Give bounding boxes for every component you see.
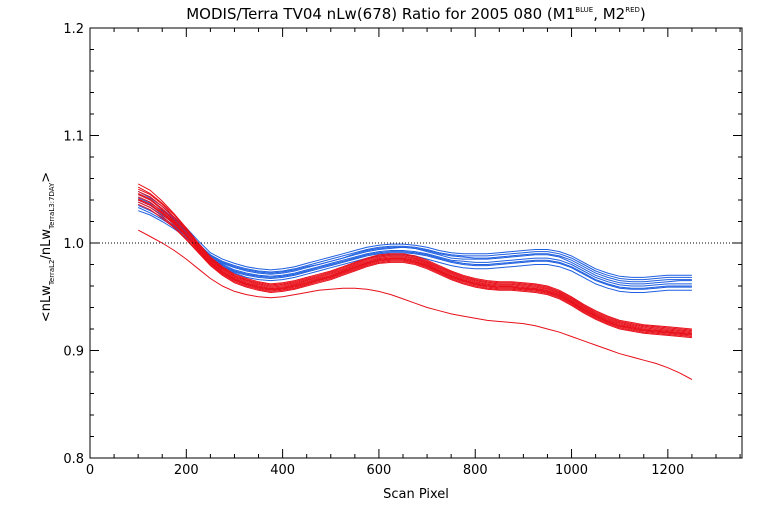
series-line-m1-4 xyxy=(137,197,692,281)
series-line-m2-20 xyxy=(137,229,693,380)
x-tick-label: 400 xyxy=(270,463,295,478)
series-line-m1-3 xyxy=(137,204,692,289)
series-line-m1-8 xyxy=(137,207,692,290)
y-tick-label: 1.1 xyxy=(63,130,84,145)
series-line-m2-17 xyxy=(137,201,692,337)
series-line-m2-18 xyxy=(137,193,692,334)
series-line-m2-13 xyxy=(137,190,692,333)
series-line-m2-14 xyxy=(137,203,692,339)
plot-frame xyxy=(89,27,743,459)
axes: 0 200 400 600 800 1000 1200 0.8 0.9 1.0 1.1 1.2 xyxy=(63,22,743,478)
x-axis-label: Scan Pixel xyxy=(383,487,449,502)
x-tick-label: 200 xyxy=(174,463,199,478)
y-tick-label: 0.8 xyxy=(63,452,84,467)
y-tick-label: 1.2 xyxy=(63,22,84,37)
x-tick-label: 600 xyxy=(367,463,392,478)
series-line-m2-19 xyxy=(137,198,692,335)
series-line-m2-15 xyxy=(137,186,692,331)
series-line-m1-2 xyxy=(137,194,692,285)
x-tick-label: 0 xyxy=(86,463,94,478)
chart-title: MODIS/Terra TV04 nLw(678) Ratio for 2005… xyxy=(186,5,646,23)
series-line-m1-7 xyxy=(137,201,692,287)
x-tick-label: 800 xyxy=(463,463,488,478)
x-tick-label: 1200 xyxy=(651,463,684,478)
y-tick-label: 0.9 xyxy=(63,345,84,360)
plot-lines xyxy=(137,183,693,380)
y-axis-label: <nLwTerraL2/nLwTerraL3:7DAY> xyxy=(39,172,56,322)
x-tick-label: 1000 xyxy=(555,463,588,478)
y-tick-label: 1.0 xyxy=(63,237,84,252)
series-line-m2-11 xyxy=(137,183,692,330)
series-line-m2-12 xyxy=(137,199,692,336)
series-line-m1-6 xyxy=(137,190,692,278)
series-line-m2-9 xyxy=(137,188,692,332)
